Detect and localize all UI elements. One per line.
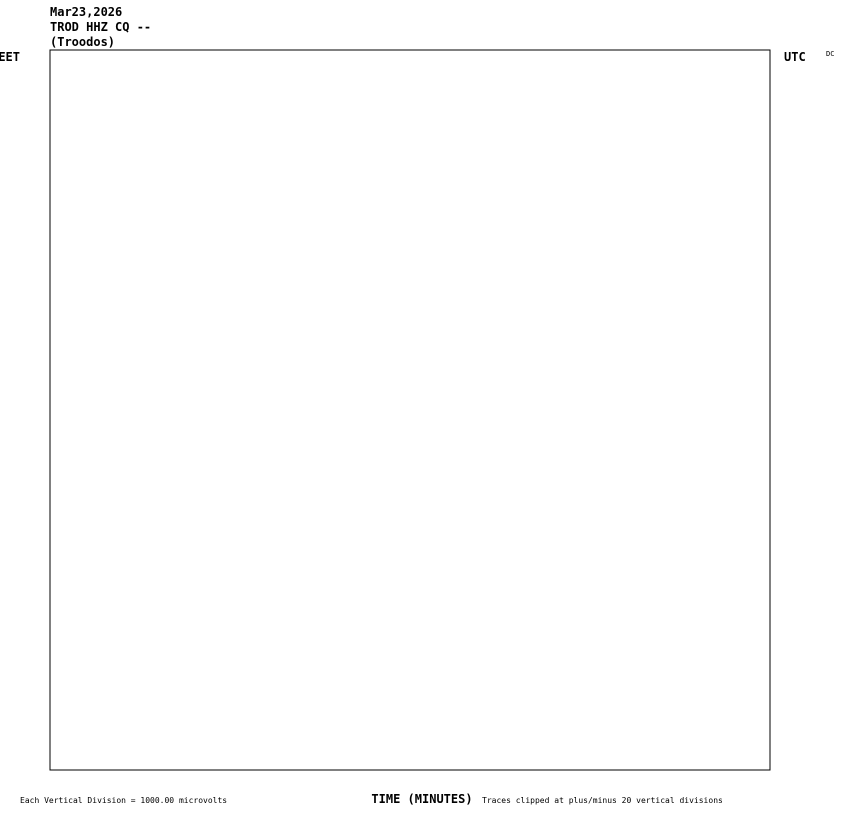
- dc-label: DC: [826, 50, 834, 58]
- footer-left: Each Vertical Division = 1000.00 microvo…: [20, 796, 227, 805]
- date: Mar23,2026: [50, 5, 122, 19]
- plot-frame: [49, 49, 771, 771]
- footer-right: Traces clipped at plus/minus 20 vertical…: [482, 796, 723, 805]
- station: TROD HHZ CQ --: [50, 20, 151, 34]
- left-zone: EET: [0, 50, 20, 64]
- x-axis-label: TIME (MINUTES): [371, 792, 472, 806]
- location: (Troodos): [50, 35, 115, 49]
- right-zone: UTC: [784, 50, 806, 64]
